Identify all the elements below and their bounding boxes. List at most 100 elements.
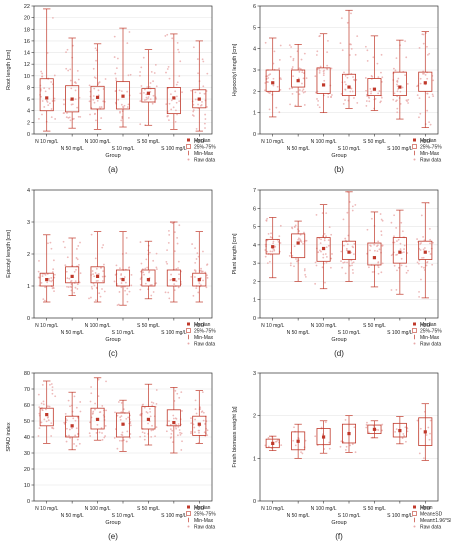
raw-data-point — [50, 280, 53, 283]
raw-data-point — [79, 401, 82, 403]
raw-data-point — [421, 256, 423, 259]
raw-data-point — [172, 106, 175, 109]
raw-data-point — [351, 262, 354, 265]
raw-data-point — [404, 74, 407, 77]
raw-data-point — [143, 99, 146, 101]
raw-data-point — [95, 267, 98, 270]
raw-data-point — [155, 252, 158, 255]
raw-data-point — [38, 259, 40, 262]
raw-data-point — [64, 246, 66, 249]
raw-data-point — [74, 286, 77, 289]
raw-data-point — [177, 286, 180, 289]
x-tick-label: N 50 mg/L — [61, 330, 84, 336]
raw-data-point — [89, 435, 92, 437]
raw-data-point — [199, 406, 202, 409]
raw-data-point — [420, 242, 422, 244]
raw-data-point — [98, 106, 101, 109]
raw-data-point — [178, 51, 180, 54]
mean-marker — [347, 431, 351, 436]
raw-data-point — [292, 57, 295, 60]
raw-data-point — [194, 399, 197, 402]
raw-data-point — [291, 67, 294, 70]
raw-data-point — [418, 46, 421, 49]
raw-data-point — [298, 71, 301, 73]
raw-data-point — [193, 276, 196, 278]
y-tick-label: 70 — [24, 387, 30, 393]
y-tick-label: 30 — [24, 451, 30, 457]
median-marker — [121, 94, 125, 98]
raw-data-point — [330, 95, 332, 98]
raw-data-point — [100, 117, 103, 119]
raw-data-point — [54, 395, 57, 398]
raw-data-point — [190, 417, 192, 419]
raw-data-point — [377, 429, 380, 431]
median-marker — [321, 83, 326, 87]
raw-data-point — [202, 419, 205, 422]
raw-data-point — [129, 424, 132, 427]
raw-data-point — [148, 86, 151, 88]
raw-data-point — [139, 74, 141, 77]
raw-data-point — [128, 266, 131, 269]
raw-data-point — [346, 243, 349, 246]
raw-data-point — [49, 383, 51, 386]
raw-data-point — [328, 226, 331, 229]
raw-data-point — [191, 243, 194, 245]
raw-data-point — [150, 294, 153, 297]
raw-data-point — [328, 447, 331, 450]
raw-data-point — [422, 72, 424, 75]
raw-data-point — [51, 392, 54, 395]
raw-data-point — [72, 417, 75, 420]
raw-data-point — [367, 431, 370, 434]
raw-data-point — [268, 108, 271, 111]
raw-data-point — [41, 113, 43, 116]
y-tick-label: 40 — [24, 435, 30, 441]
y-axis-label: Root length [cm] — [6, 50, 12, 91]
raw-data-point — [405, 265, 408, 268]
iqr-box — [115, 412, 131, 438]
iqr-box — [166, 269, 181, 287]
raw-data-point — [62, 240, 65, 243]
sd-box — [316, 428, 331, 446]
iqr-box — [39, 272, 54, 287]
iqr-box — [65, 415, 80, 438]
raw-data-point — [176, 392, 179, 395]
raw-data-point — [315, 264, 318, 267]
raw-data-point — [76, 438, 79, 441]
raw-data-point — [373, 249, 376, 252]
raw-data-point — [66, 285, 68, 288]
raw-data-point — [323, 239, 326, 242]
raw-data-point — [351, 209, 354, 212]
raw-data-point — [47, 405, 49, 408]
raw-data-point — [164, 291, 167, 294]
group-0 — [37, 380, 57, 444]
median-marker — [372, 256, 377, 260]
legend-label: 25%-75% — [194, 328, 216, 334]
raw-data-point — [403, 434, 405, 437]
raw-data-point — [364, 77, 367, 79]
y-tick-label: 10 — [24, 74, 30, 80]
raw-data-point — [69, 68, 72, 71]
raw-data-point — [356, 35, 359, 38]
y-axis-label: Epicotyl length [cm] — [6, 230, 12, 278]
raw-data-point — [342, 261, 345, 264]
group-6 — [416, 31, 435, 128]
raw-data-point — [115, 79, 118, 82]
iqr-box — [39, 78, 54, 112]
raw-data-point — [293, 225, 296, 228]
raw-data-point — [198, 282, 201, 285]
x-tick-label: H2O — [420, 139, 430, 145]
x-tick-label: H2O — [420, 323, 430, 329]
raw-data-point — [89, 400, 92, 403]
panel-f: 0 1 2 3 Fresh biomass weight [g] N 10 mg/LN 5… — [232, 371, 451, 541]
raw-data-point — [376, 244, 379, 247]
raw-data-point — [104, 275, 107, 278]
raw-data-point — [423, 247, 426, 249]
raw-data-point — [299, 68, 302, 70]
x-axis-label: Group — [105, 337, 120, 343]
group-1 — [288, 44, 308, 107]
raw-data-point — [429, 238, 431, 241]
raw-data-point — [178, 75, 181, 77]
raw-data-point — [150, 283, 153, 286]
raw-data-point — [343, 81, 346, 83]
